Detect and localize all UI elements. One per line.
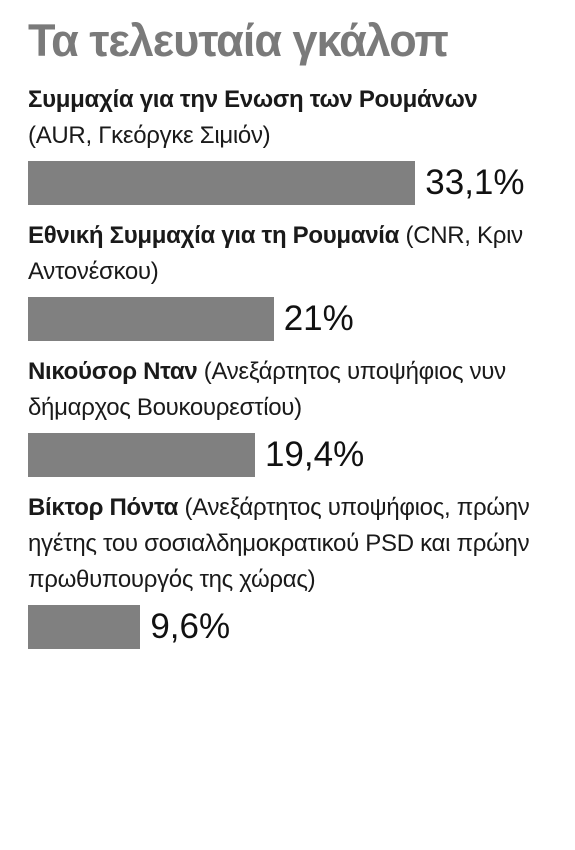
- entry: Συμμαχία για την Ενωση των Ρουμάνων (AUR…: [28, 82, 555, 208]
- candidate-description: (Ανεξάρτητος υποψήφιος νυν δήμαρχος Βουκ…: [28, 358, 506, 421]
- candidate-name: Νικούσορ Νταν: [28, 358, 198, 385]
- value-label: 19,4%: [264, 435, 365, 474]
- chart-title: Τα τελευταία γκάλοπ: [28, 15, 449, 66]
- entries: Συμμαχία για την Ενωση των Ρουμάνων (AUR…: [28, 82, 555, 652]
- value-label: 21%: [283, 299, 354, 338]
- entry-label: Νικούσορ Νταν (Ανεξάρτητος υποψήφιος νυν…: [28, 354, 538, 426]
- candidate-name: Βίκτορ Πόντα: [28, 494, 179, 521]
- entry: Βίκτορ Πόντα (Ανεξάρτητος υποψήφιος, πρώ…: [28, 490, 555, 652]
- bar-row: 19,4%: [28, 430, 555, 480]
- value-label: 33,1%: [425, 163, 525, 202]
- bar-row: 21%: [28, 294, 555, 344]
- candidate-description: (CNR, Κριν Αντονέσκου): [28, 222, 523, 285]
- candidate-description: (AUR, Γκεόργκε Σιμιόν): [28, 122, 271, 149]
- candidate-name: Εθνική Συμμαχία για τη Ρουμανία: [28, 222, 400, 249]
- bar-row: 9,6%: [28, 602, 555, 652]
- bar-row: 33,1%: [28, 158, 555, 208]
- chart: Τα τελευταία γκάλοπ Συμμαχία για την Ενω…: [28, 15, 555, 652]
- candidate-description: (Ανεξάρτητος υποψήφιος, πρώην ηγέτης του…: [28, 494, 530, 593]
- entry: Νικούσορ Νταν (Ανεξάρτητος υποψήφιος νυν…: [28, 354, 555, 480]
- bar: [28, 605, 141, 649]
- bar: [28, 433, 255, 477]
- entry-label: Συμμαχία για την Ενωση των Ρουμάνων (AUR…: [28, 82, 538, 154]
- bar: [28, 161, 416, 205]
- entry: Εθνική Συμμαχία για τη Ρουμανία (CNR, Κρ…: [28, 218, 555, 344]
- entry-label: Βίκτορ Πόντα (Ανεξάρτητος υποψήφιος, πρώ…: [28, 490, 538, 598]
- candidate-name: Συμμαχία για την Ενωση των Ρουμάνων: [28, 86, 478, 113]
- value-label: 9,6%: [150, 607, 231, 646]
- entry-label: Εθνική Συμμαχία για τη Ρουμανία (CNR, Κρ…: [28, 218, 538, 290]
- bar: [28, 297, 274, 341]
